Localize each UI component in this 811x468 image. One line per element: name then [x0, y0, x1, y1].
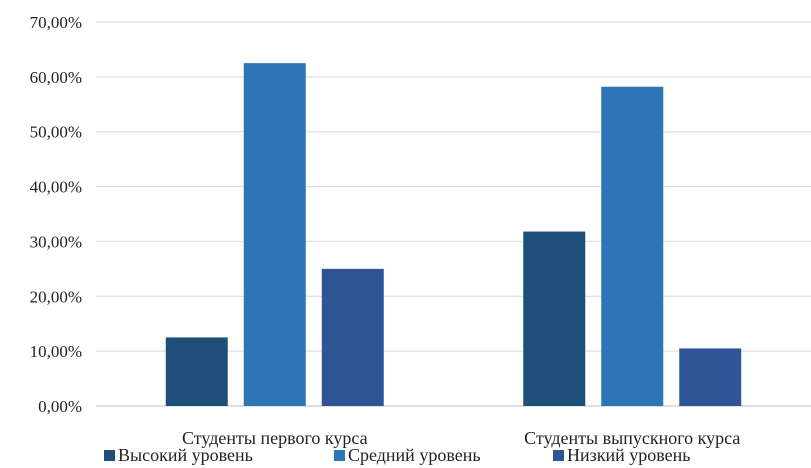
legend-label: Высокий уровень: [118, 445, 253, 465]
legend-swatch: [334, 450, 345, 461]
legend: Высокий уровень Средний уровень Низкий уро…: [104, 445, 690, 465]
bar-1-2: [523, 231, 586, 406]
x-category-label: Студенты выпускного курса: [524, 428, 740, 448]
bar-3-1: [321, 268, 384, 406]
bar-3-2: [679, 348, 742, 406]
x-category-label: Студенты первого курса: [182, 428, 368, 448]
bar-2-1: [243, 63, 306, 407]
x-axis: Студенты первого курса Студенты выпускног…: [182, 428, 740, 448]
y-tick-label: 40,00%: [30, 178, 82, 197]
legend-label: Низкий уровень: [567, 445, 690, 465]
y-axis: 0,00% 10,00% 20,00% 30,00% 40,00% 50,00% 60,00…: [30, 13, 82, 416]
bar-1-1: [165, 337, 228, 406]
legend-swatch: [553, 450, 564, 461]
y-tick-label: 0,00%: [38, 397, 82, 416]
bars: [165, 63, 742, 407]
legend-label: Средний уровень: [348, 445, 481, 465]
legend-swatch: [104, 450, 115, 461]
y-tick-label: 30,00%: [30, 232, 82, 251]
y-tick-label: 70,00%: [30, 13, 82, 32]
y-tick-label: 20,00%: [30, 287, 82, 306]
y-tick-label: 60,00%: [30, 68, 82, 87]
y-tick-label: 50,00%: [30, 123, 82, 142]
bar-2-2: [601, 86, 664, 406]
y-tick-label: 10,00%: [30, 342, 82, 361]
